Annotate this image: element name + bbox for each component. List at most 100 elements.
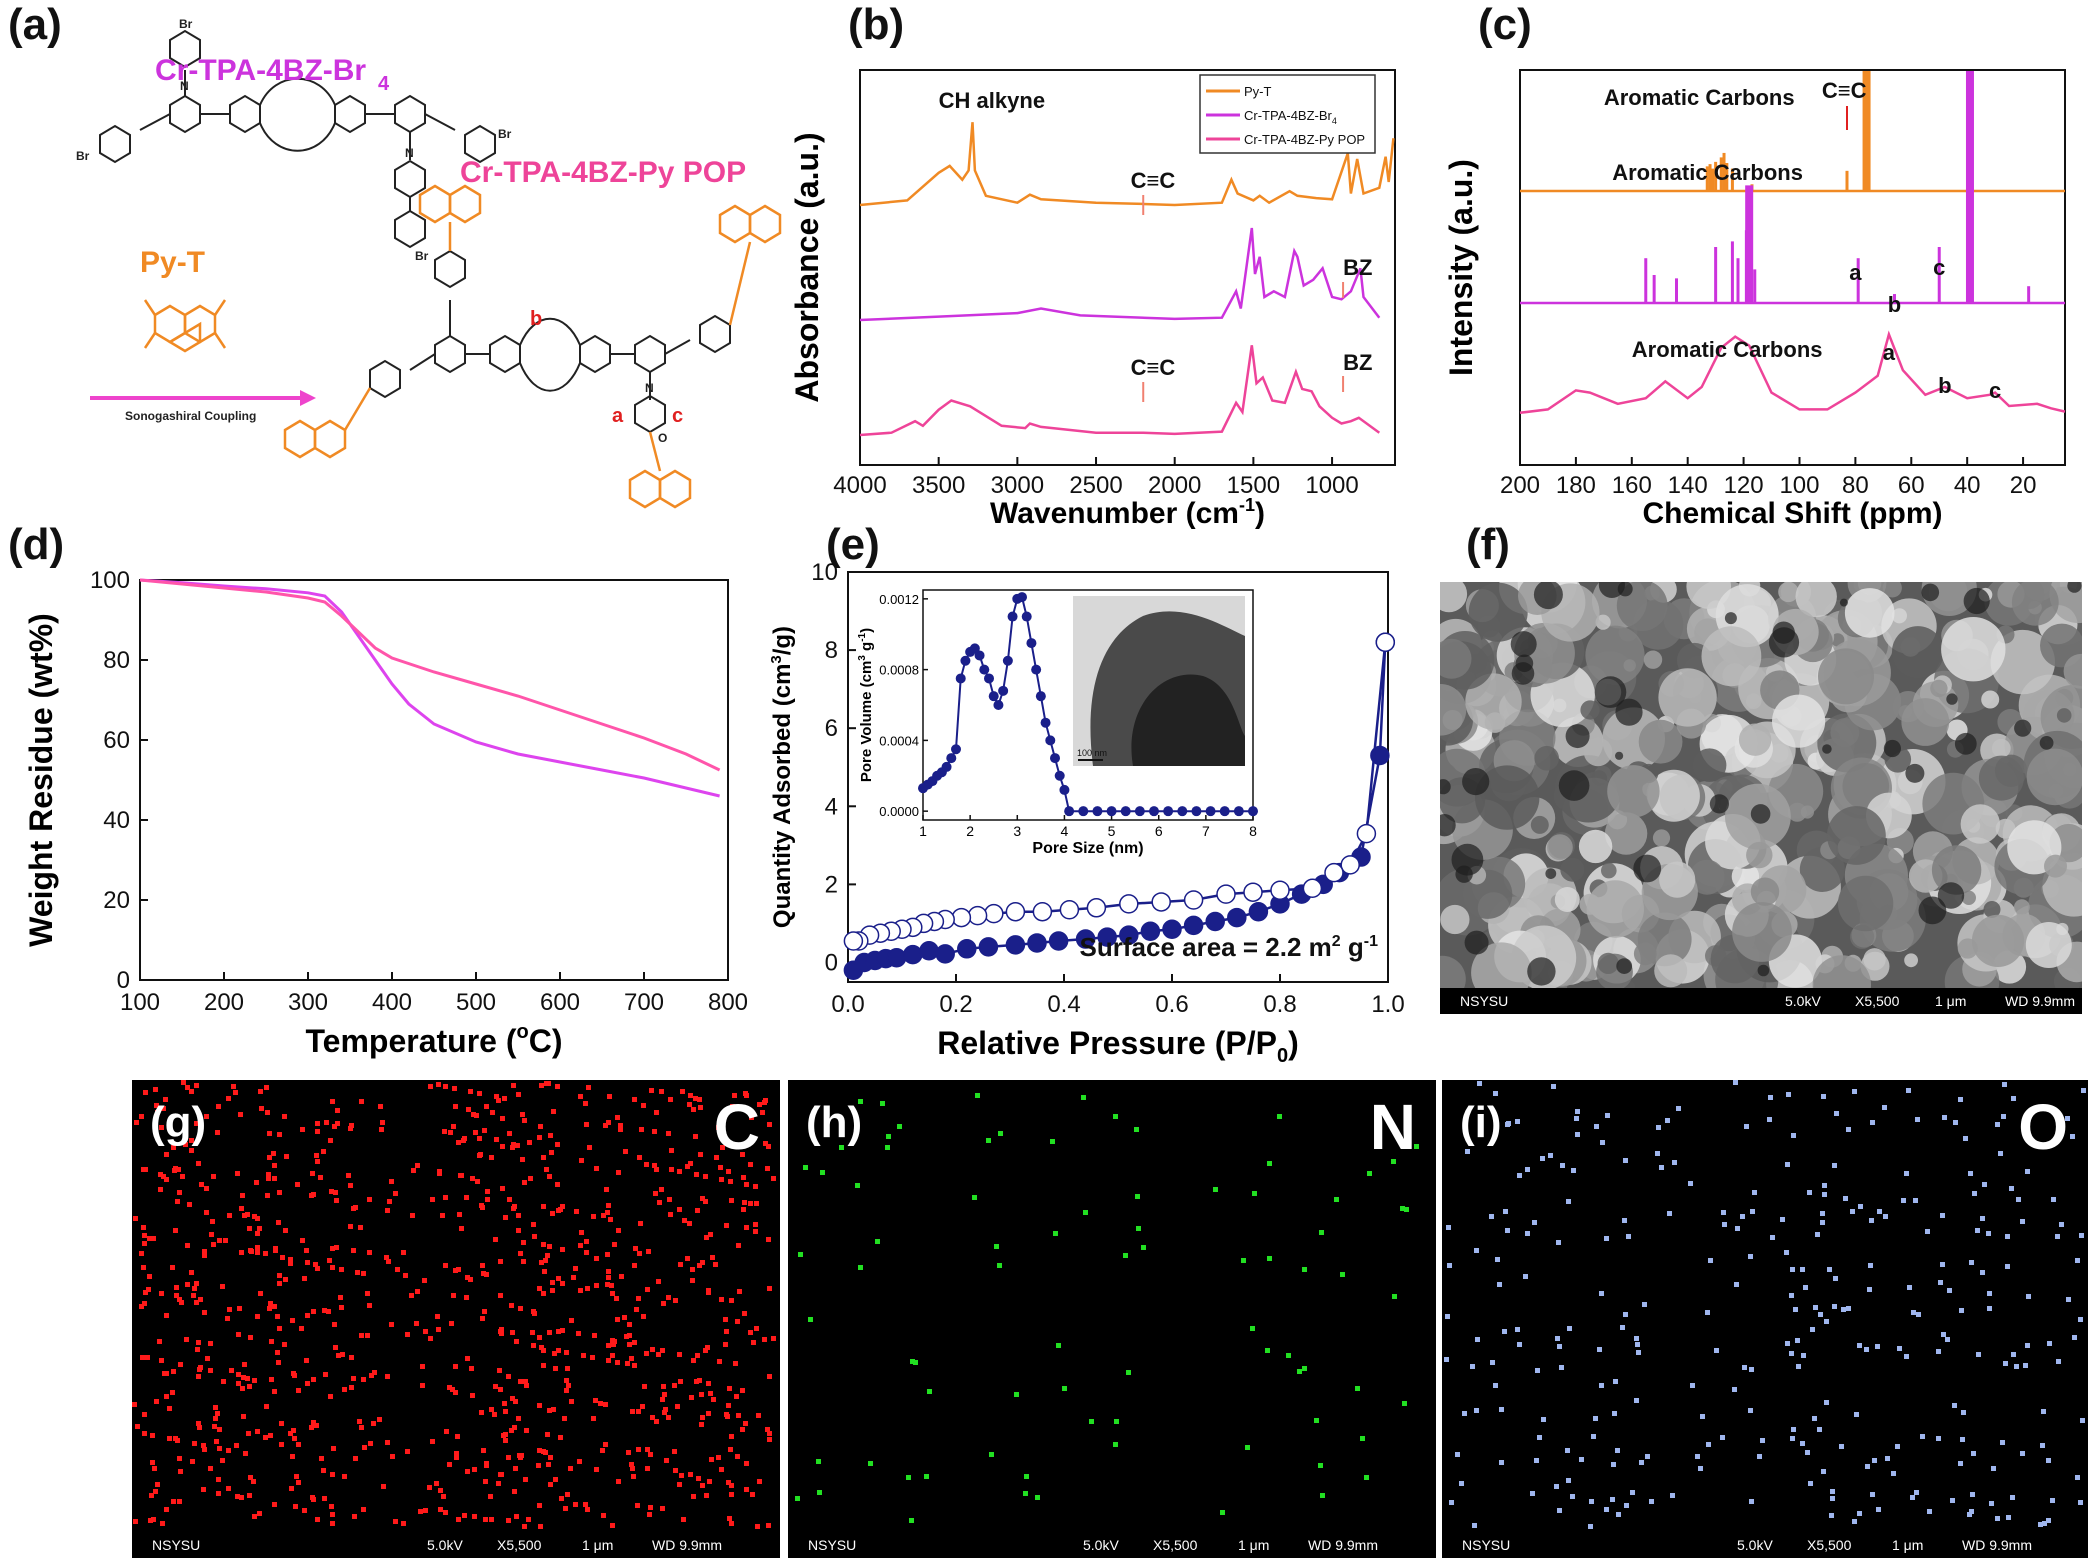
sem-grain bbox=[1580, 700, 1600, 720]
eds-dot bbox=[695, 1353, 700, 1358]
eds-dot bbox=[1659, 1165, 1664, 1170]
eds-dot bbox=[755, 1524, 760, 1529]
eds-dot bbox=[585, 1286, 590, 1291]
eds-dot bbox=[532, 1311, 537, 1316]
eds-dot bbox=[1605, 1113, 1610, 1118]
eds-dot bbox=[531, 1222, 536, 1227]
eds-dot bbox=[1698, 1466, 1703, 1471]
eds-dot bbox=[1297, 1369, 1302, 1374]
eds-dot bbox=[247, 1226, 252, 1231]
eds-dot bbox=[227, 1213, 232, 1218]
x-tick-label: 600 bbox=[540, 989, 580, 1016]
eds-dot bbox=[512, 1489, 517, 1494]
eds-dot bbox=[321, 1149, 326, 1154]
eds-dot bbox=[691, 1494, 696, 1499]
eds-dot bbox=[548, 1482, 553, 1487]
eds-dot bbox=[1676, 1106, 1681, 1111]
y-axis-title: Absorbance (a.u.) bbox=[789, 132, 825, 402]
eds-dot bbox=[668, 1212, 673, 1217]
eds-dot bbox=[220, 1284, 225, 1289]
eds-dot bbox=[719, 1467, 724, 1472]
eds-dot bbox=[927, 1389, 932, 1394]
eds-dot bbox=[1367, 1171, 1372, 1176]
eds-dot bbox=[220, 1458, 225, 1463]
eds-dot bbox=[718, 1165, 723, 1170]
panel-label-b: (b) bbox=[848, 0, 905, 49]
inset-psd-point bbox=[1149, 806, 1159, 817]
eds-dot bbox=[2014, 1364, 2019, 1369]
eds-dot bbox=[1872, 1458, 1877, 1463]
eds-dot bbox=[1877, 1209, 1882, 1214]
eds-dot bbox=[1414, 1144, 1419, 1149]
eds-dot bbox=[503, 1409, 508, 1414]
eds-dot bbox=[349, 1355, 354, 1360]
eds-dot bbox=[603, 1442, 608, 1447]
eds-dot bbox=[610, 1353, 615, 1358]
eds-dot bbox=[171, 1499, 176, 1504]
eds-dot bbox=[2042, 1521, 2047, 1526]
eds-dot bbox=[1600, 1140, 1605, 1145]
adsorption-point bbox=[1119, 925, 1139, 945]
eds-dot bbox=[183, 1142, 188, 1147]
eds-dot bbox=[275, 1350, 280, 1355]
eds-dot bbox=[2005, 1264, 2010, 1269]
eds-dot bbox=[1340, 1272, 1345, 1277]
eds-dot bbox=[290, 1454, 295, 1459]
eds-dot bbox=[1740, 1214, 1745, 1219]
eds-dot bbox=[657, 1200, 662, 1205]
eds-dot bbox=[269, 1377, 274, 1382]
eds-dot bbox=[760, 1110, 765, 1115]
eds-dot bbox=[1822, 1192, 1827, 1197]
eds-dot bbox=[1320, 1493, 1325, 1498]
eds-dot bbox=[164, 1394, 169, 1399]
eds-dot bbox=[410, 1213, 415, 1218]
eds-dot bbox=[1846, 1127, 1851, 1132]
eds-dot bbox=[532, 1234, 537, 1239]
eds-dot bbox=[189, 1089, 194, 1094]
eds-dot bbox=[1566, 1199, 1571, 1204]
eds-dot bbox=[541, 1155, 546, 1160]
eds-dot bbox=[1391, 1159, 1396, 1164]
inset-psd-point bbox=[1002, 655, 1013, 666]
eds-dot bbox=[348, 1126, 353, 1131]
eds-dot bbox=[1820, 1211, 1825, 1216]
eds-dot bbox=[897, 1124, 902, 1129]
eds-dot bbox=[673, 1298, 678, 1303]
eds-dot bbox=[452, 1086, 457, 1091]
eds-dot bbox=[178, 1362, 183, 1367]
eds-dot bbox=[239, 1206, 244, 1211]
sem-pore bbox=[1822, 744, 1832, 754]
eds-dot bbox=[277, 1190, 282, 1195]
eds-dot bbox=[483, 1479, 488, 1484]
x-tick-label: 400 bbox=[372, 989, 412, 1016]
eds-dot bbox=[1867, 1287, 1872, 1292]
inset-psd-point bbox=[1163, 806, 1174, 817]
eds-dot bbox=[691, 1107, 696, 1112]
eds-dot bbox=[886, 1134, 891, 1139]
eds-dot bbox=[164, 1313, 169, 1318]
eds-dot bbox=[330, 1521, 335, 1526]
eds-dot bbox=[1793, 1307, 1798, 1312]
eds-dot bbox=[659, 1187, 664, 1192]
eds-dot bbox=[393, 1191, 398, 1196]
series-line-1 bbox=[859, 227, 1381, 322]
eds-dot bbox=[541, 1291, 546, 1296]
eds-dot bbox=[653, 1191, 658, 1196]
eds-dot bbox=[1850, 1209, 1855, 1214]
eds-dot bbox=[1883, 1214, 1888, 1219]
eds-dot bbox=[690, 1267, 695, 1272]
eds-dot bbox=[140, 1355, 145, 1360]
eds-dot bbox=[492, 1412, 497, 1417]
eds-dot bbox=[217, 1446, 222, 1451]
eds-dot bbox=[1252, 1191, 1257, 1196]
sem-grain bbox=[1837, 875, 1894, 932]
eds-dot bbox=[1925, 1229, 1930, 1234]
eds-dot bbox=[1752, 1190, 1757, 1195]
eds-dot bbox=[235, 1171, 240, 1176]
eds-dot bbox=[498, 1387, 503, 1392]
eds-dot bbox=[986, 1138, 991, 1143]
eds-dot bbox=[1404, 1207, 1409, 1212]
eds-dot bbox=[196, 1374, 201, 1379]
eds-dot bbox=[1982, 1182, 1987, 1187]
eds-dot bbox=[641, 1103, 646, 1108]
